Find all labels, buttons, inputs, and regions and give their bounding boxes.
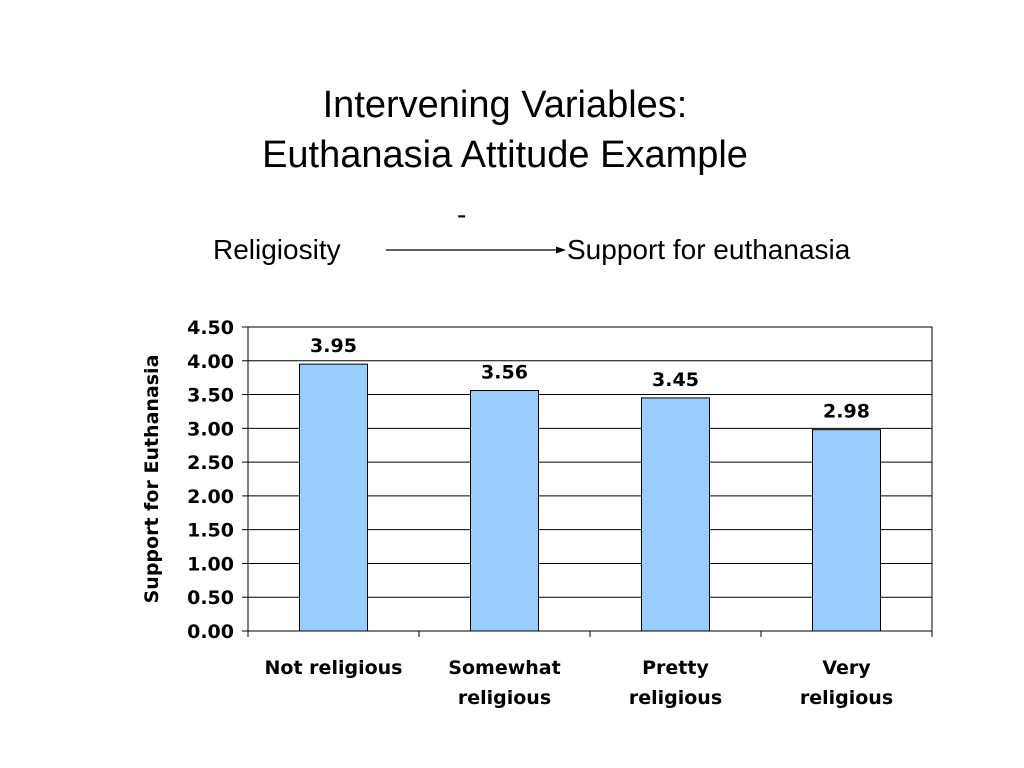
y-tick-label: 3.50 — [187, 385, 234, 407]
y-tick-label: 3.00 — [187, 418, 234, 440]
religiosity-label: Religiosity — [213, 234, 341, 265]
y-tick-label: 1.50 — [187, 520, 234, 542]
x-category-label: Very — [822, 657, 871, 679]
x-category-label: religious — [629, 687, 722, 709]
y-tick-label: 4.50 — [187, 317, 234, 339]
x-category-label: Pretty — [642, 657, 709, 679]
x-category-label: religious — [458, 687, 551, 709]
data-label: 3.56 — [481, 362, 528, 384]
y-tick-label: 2.00 — [187, 486, 234, 508]
slide-title: Intervening Variables: Euthanasia Attitu… — [0, 80, 1010, 180]
title-line-2: Euthanasia Attitude Example — [262, 134, 748, 176]
relationship-diagram: - Religiosity Support for euthanasia — [0, 0, 1024, 300]
title-line-1: Intervening Variables: — [322, 84, 688, 126]
data-label: 3.45 — [652, 369, 699, 391]
negative-sign: - — [457, 199, 467, 230]
y-tick-label: 4.00 — [187, 351, 234, 373]
support-euthanasia-label: Support for euthanasia — [567, 234, 851, 265]
x-category-label: religious — [800, 687, 893, 709]
data-label: 3.95 — [310, 335, 357, 357]
bar — [641, 397, 710, 632]
x-category-label: Somewhat — [448, 657, 560, 679]
bar — [299, 363, 368, 632]
x-category-label: Not religious — [265, 657, 403, 679]
bar-chart: 0.00 0.50 1.00 1.50 2.00 2.50 3.00 3.50 4.00 4.50… — [141, 317, 933, 709]
bar — [812, 429, 881, 632]
y-tick-label: 0.00 — [187, 621, 234, 643]
y-tick-label: 1.00 — [187, 553, 234, 575]
bar — [470, 390, 539, 632]
y-tick-label: 0.50 — [187, 587, 234, 609]
right-arrow-icon — [386, 246, 566, 254]
y-axis-title: Support for Euthanasia — [141, 355, 163, 604]
y-tick-label: 2.50 — [187, 452, 234, 474]
data-label: 2.98 — [823, 401, 870, 423]
